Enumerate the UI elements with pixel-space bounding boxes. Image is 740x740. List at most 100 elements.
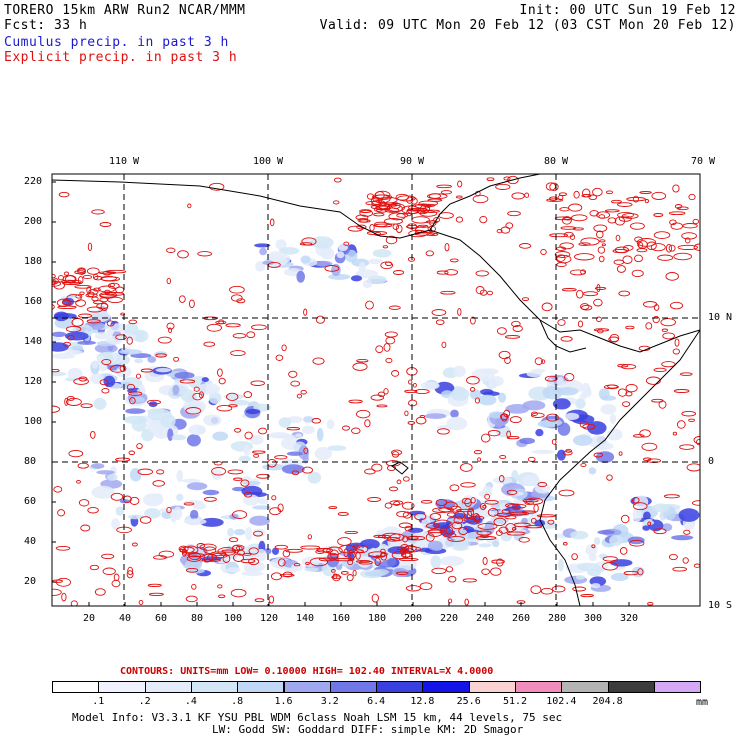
explicit-contour: [57, 509, 66, 517]
y-tick-140: 140: [24, 336, 43, 347]
explicit-contour: [645, 322, 653, 330]
explicit-contour: [606, 190, 613, 195]
cumulus-cell: [67, 367, 83, 380]
explicit-contour: [344, 530, 359, 535]
explicit-contour: [225, 323, 241, 328]
cumulus-cell: [129, 468, 142, 482]
cumulus-cell: [572, 434, 593, 446]
explicit-contour: [460, 482, 476, 488]
cumulus-cell: [188, 424, 206, 436]
explicit-contour: [352, 362, 368, 371]
cumulus-cell: [186, 434, 201, 447]
explicit-contour: [337, 537, 352, 546]
x-tick-300: 300: [583, 613, 603, 624]
explicit-contour: [506, 435, 520, 440]
cumulus-cell: [212, 431, 229, 441]
explicit-contour: [498, 475, 505, 483]
explicit-contour: [493, 517, 507, 527]
explicit-contour: [392, 223, 400, 230]
explicit-contour: [400, 546, 422, 553]
cumulus-cell: [576, 562, 601, 572]
explicit-contour: [557, 194, 564, 201]
explicit-contour: [217, 584, 223, 589]
explicit-contour: [383, 388, 389, 395]
y-tick-220: 220: [24, 176, 43, 187]
cumulus-cell: [131, 418, 147, 432]
explicit-contour: [53, 486, 63, 493]
colorbar-cell: [190, 681, 239, 693]
cumulus-cell: [609, 413, 617, 425]
explicit-contour: [93, 275, 103, 281]
explicit-contour: [602, 562, 618, 571]
explicit-contour: [302, 466, 313, 474]
explicit-contour: [453, 516, 464, 524]
x-tick-200: 200: [403, 613, 423, 624]
explicit-contour: [343, 548, 349, 558]
explicit-contour: [152, 480, 165, 487]
explicit-contour: [681, 410, 697, 417]
explicit-contour: [682, 557, 689, 564]
cumulus-cell: [304, 567, 319, 572]
explicit-contour: [593, 452, 604, 458]
explicit-contour: [607, 217, 617, 224]
explicit-contour: [226, 392, 239, 401]
colorbar-label: .2: [138, 696, 151, 707]
explicit-contour: [364, 468, 376, 475]
explicit-contour: [324, 265, 340, 272]
explicit-contour: [76, 479, 81, 484]
explicit-contour: [137, 468, 154, 476]
explicit-contour: [618, 290, 631, 297]
explicit-contour: [256, 473, 270, 479]
explicit-contour: [203, 341, 216, 347]
explicit-contour: [380, 552, 386, 557]
explicit-contour: [215, 320, 227, 325]
cumulus-cell: [53, 311, 69, 322]
cumulus-cell: [86, 310, 111, 323]
explicit-contour: [496, 228, 503, 234]
colorbar-label: 3.2: [320, 696, 339, 707]
cumulus-cell: [479, 368, 499, 375]
explicit-contour: [498, 526, 509, 534]
explicit-contour: [398, 557, 419, 562]
cumulus-cell: [678, 508, 700, 522]
explicit-contour: [511, 192, 525, 200]
explicit-contour: [254, 598, 265, 603]
explicit-contour: [79, 291, 85, 296]
cumulus-cell: [372, 249, 392, 258]
colorbar-label: .4: [184, 696, 197, 707]
cumulus-cell: [245, 526, 253, 541]
explicit-contour: [540, 248, 547, 256]
explicit-contour: [282, 549, 291, 558]
explicit-contour: [466, 376, 480, 385]
explicit-contour: [274, 544, 288, 550]
cumulus-cell: [94, 332, 110, 340]
explicit-contour: [209, 182, 225, 191]
explicit-contour: [679, 372, 693, 376]
cumulus-cell: [125, 408, 146, 414]
cumulus-cell: [519, 437, 535, 445]
explicit-contour: [279, 573, 295, 577]
explicit-contour: [647, 601, 654, 606]
lat-label-0: 0: [708, 456, 715, 467]
explicit-contour: [94, 588, 106, 596]
explicit-contour: [469, 387, 476, 392]
explicit-contour: [157, 336, 172, 344]
explicit-contour: [435, 498, 448, 507]
cumulus-cell: [181, 478, 201, 483]
lon-label-90w: 90 W: [399, 156, 425, 167]
explicit-contour: [449, 484, 460, 492]
explicit-contour: [639, 429, 651, 438]
explicit-contour: [674, 338, 680, 347]
explicit-contour: [431, 309, 447, 316]
cumulus-cell: [176, 469, 183, 483]
explicit-contour: [188, 552, 201, 561]
explicit-contour: [484, 499, 499, 505]
explicit-contour: [218, 319, 225, 325]
explicit-contour: [198, 391, 204, 399]
explicit-contour: [230, 350, 246, 357]
cumulus-cell: [130, 353, 152, 359]
explicit-contour: [620, 514, 630, 524]
x-tick-120: 120: [259, 613, 279, 624]
cumulus-cell: [186, 482, 208, 491]
explicit-contour: [541, 302, 553, 312]
